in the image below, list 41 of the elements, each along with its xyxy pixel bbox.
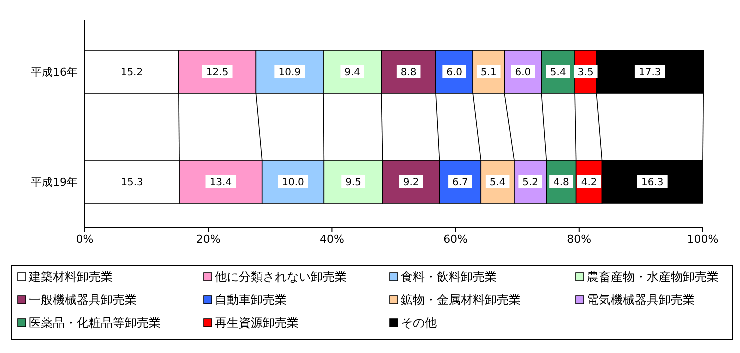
x-tick-label: 60% (444, 233, 468, 246)
legend-label: 他に分類されない卸売業 (215, 270, 347, 284)
data-label: 12.5 (206, 68, 229, 78)
y-tick-label: 平成19年 (31, 176, 78, 189)
legend-label: 電気機械器具卸売業 (587, 293, 695, 307)
data-label: 4.2 (581, 178, 598, 188)
data-label: 3.5 (578, 68, 594, 78)
x-tick-label: 0% (76, 233, 94, 246)
data-label: 16.3 (642, 178, 664, 188)
legend-label: 自動車卸売業 (215, 293, 287, 307)
legend-label: その他 (401, 316, 437, 330)
data-label: 10.9 (278, 68, 301, 78)
data-label: 6.0 (515, 68, 532, 78)
x-tick-label: 80% (567, 233, 592, 246)
data-label: 8.8 (400, 68, 417, 78)
data-label: 15.2 (120, 68, 144, 78)
data-label: 5.4 (490, 178, 506, 188)
data-label: 9.2 (403, 178, 420, 188)
data-label: 5.4 (550, 68, 566, 78)
data-label: 15.3 (121, 178, 144, 188)
data-label: 13.4 (210, 178, 232, 188)
data-label: 9.5 (346, 178, 362, 188)
legend-label: 食料・飲料卸売業 (401, 270, 497, 284)
y-tick-label: 平成16年 (31, 66, 78, 79)
data-label: 10.0 (282, 178, 304, 188)
x-tick-label: 100% (687, 233, 719, 246)
legend-label: 再生資源卸売業 (215, 316, 299, 330)
legend-label: 鉱物・金属材料卸売業 (401, 293, 521, 307)
legend-label: 建築材料卸売業 (28, 270, 113, 284)
data-label: 5.1 (480, 68, 497, 78)
data-label: 9.4 (344, 68, 361, 78)
data-label: 4.8 (554, 178, 570, 188)
x-tick-label: 40% (320, 233, 344, 246)
legend-label: 医薬品・化粧品等卸売業 (29, 316, 161, 330)
data-label: 5.2 (522, 178, 539, 188)
data-label: 17.3 (639, 68, 662, 78)
data-label: 6.7 (452, 178, 468, 188)
legend-label: 一般機械器具卸売業 (29, 293, 137, 307)
data-label: 6.0 (446, 68, 463, 78)
legend-label: 農畜産物・水産物卸売業 (587, 270, 719, 284)
x-tick-label: 20% (196, 233, 221, 246)
